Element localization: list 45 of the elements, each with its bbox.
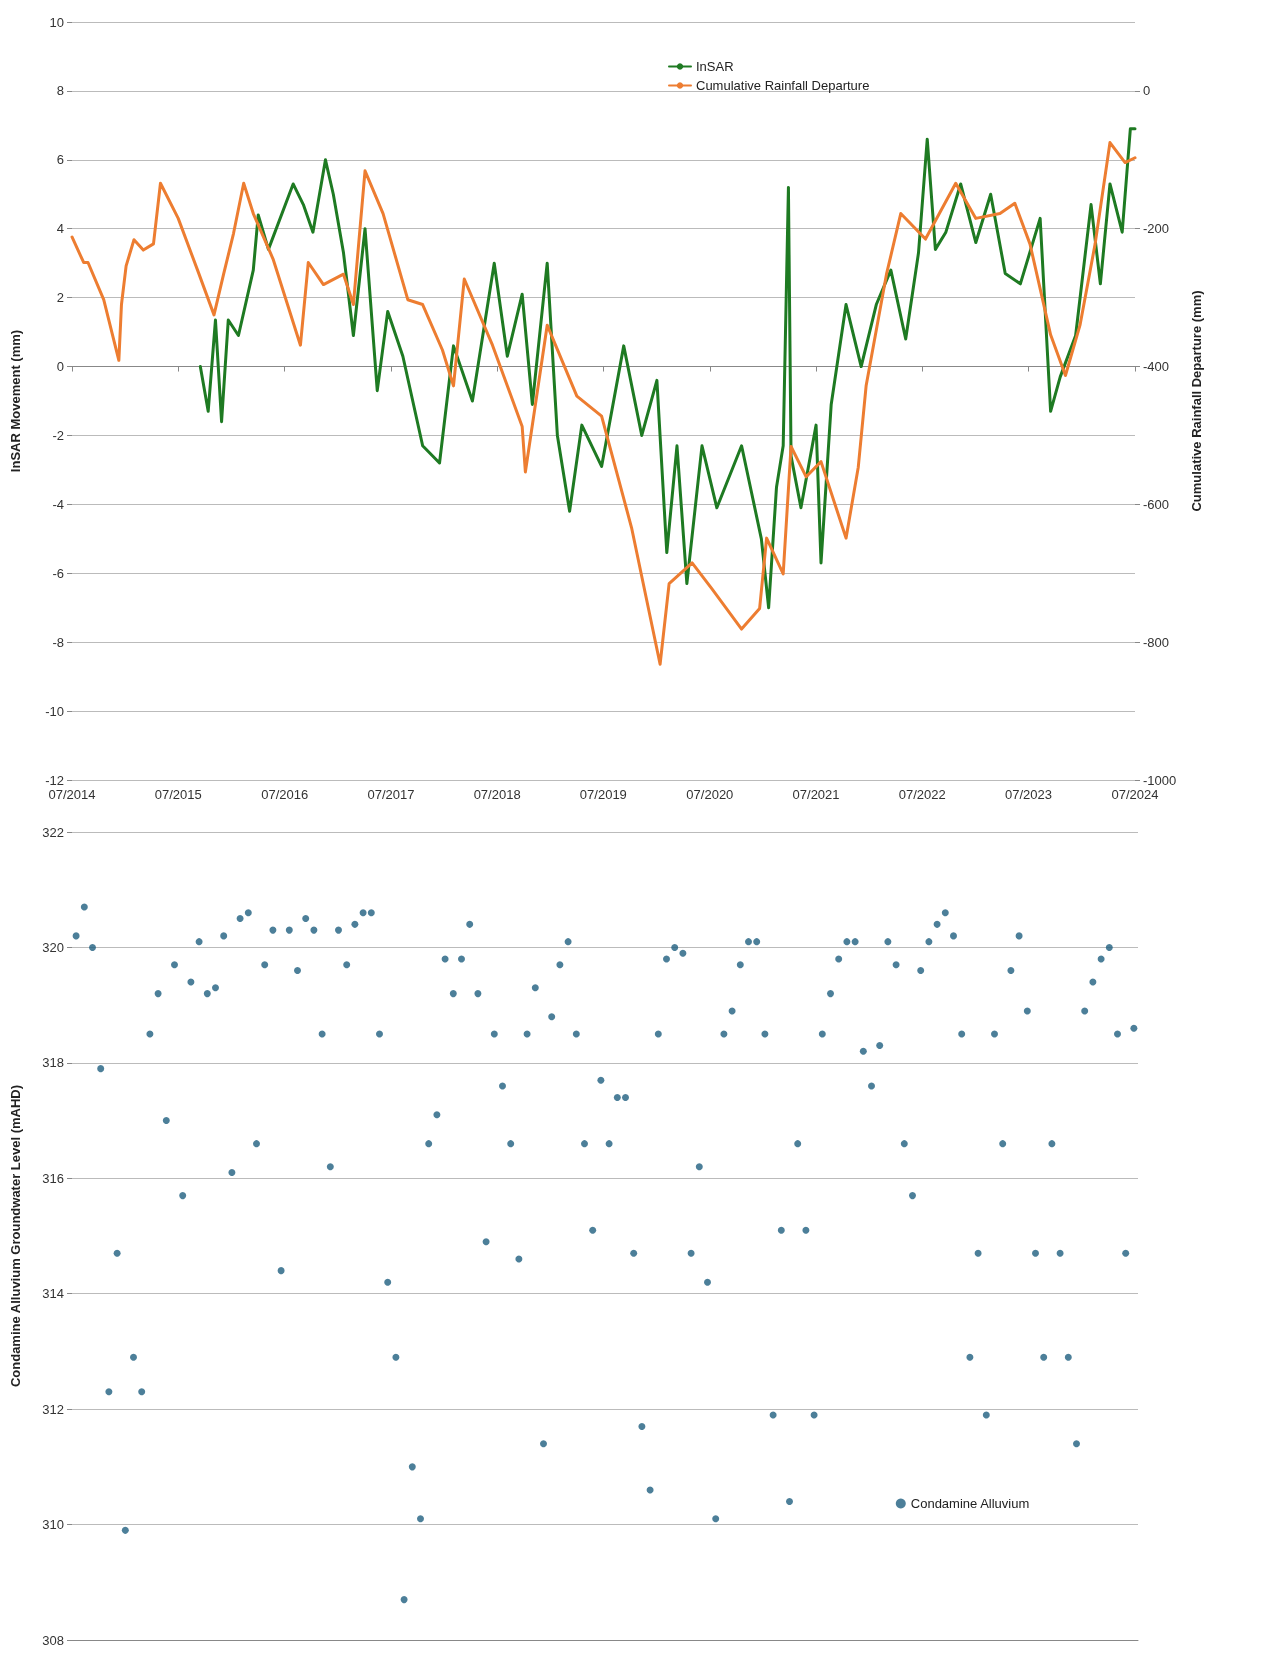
- y-tick-label: 320: [42, 939, 64, 955]
- x-tick-label: 07/2018: [473, 787, 521, 802]
- line-series: [198, 127, 1137, 610]
- y-tick-label: 318: [42, 1055, 64, 1071]
- x-tick-label: 07/2023: [1005, 787, 1052, 802]
- x-tick-label: 07/2017: [367, 787, 415, 802]
- y-tick-label: 316: [42, 1170, 64, 1186]
- x-tick-label: 07/2016: [261, 787, 309, 802]
- y-tick-label: 322: [42, 824, 64, 840]
- y2-tick-label: -1000: [1143, 772, 1177, 788]
- line-series: [70, 141, 1137, 666]
- y2-tick-label: 0: [1143, 83, 1151, 99]
- x-tick-label: 07/2020: [686, 787, 734, 802]
- y-tick-label: -10: [45, 703, 64, 719]
- legend-label: Condamine Alluvium: [910, 1496, 1030, 1511]
- y2-tick-label: -200: [1143, 221, 1170, 237]
- y-tick-label: 6: [56, 152, 64, 168]
- y2-tick-label: -600: [1143, 496, 1170, 512]
- legend-label: InSAR: [696, 59, 734, 74]
- y2-tick-label: -400: [1143, 359, 1170, 375]
- y-tick-label: 308: [42, 1632, 64, 1648]
- legend-label: Cumulative Rainfall Departure: [696, 78, 870, 93]
- y-tick-label: -4: [52, 496, 64, 512]
- y2-tick-label: -800: [1143, 634, 1170, 650]
- y-tick-label: 2: [56, 290, 64, 306]
- y-tick-label: 310: [42, 1517, 64, 1533]
- y-tick-label: -6: [52, 565, 64, 581]
- y-tick-label: -8: [52, 634, 64, 650]
- x-tick-label: 07/2021: [792, 787, 840, 802]
- y-tick-label: 4: [56, 221, 64, 237]
- x-tick-label: 07/2015: [154, 787, 202, 802]
- x-tick-label: 07/2014: [48, 787, 96, 802]
- y-tick-label: -12: [45, 772, 64, 788]
- y2-axis-title: Cumulative Rainfall Departure (mm): [1189, 290, 1204, 512]
- y-axis-title: InSAR Movement (mm): [8, 329, 23, 473]
- x-tick-label: 07/2024: [1111, 787, 1159, 802]
- y-tick-label: 10: [49, 14, 64, 30]
- y-tick-label: 8: [56, 83, 64, 99]
- y-tick-label: -2: [52, 427, 64, 443]
- x-tick-label: 07/2019: [579, 787, 627, 802]
- x-tick-label: 07/2022: [898, 787, 946, 802]
- y-axis-title: Condamine Alluvium Groundwater Level (mAHD): [8, 1084, 23, 1388]
- y-tick-label: 312: [42, 1401, 64, 1417]
- y-tick-label: 314: [42, 1286, 64, 1302]
- y-tick-label: 0: [56, 359, 64, 375]
